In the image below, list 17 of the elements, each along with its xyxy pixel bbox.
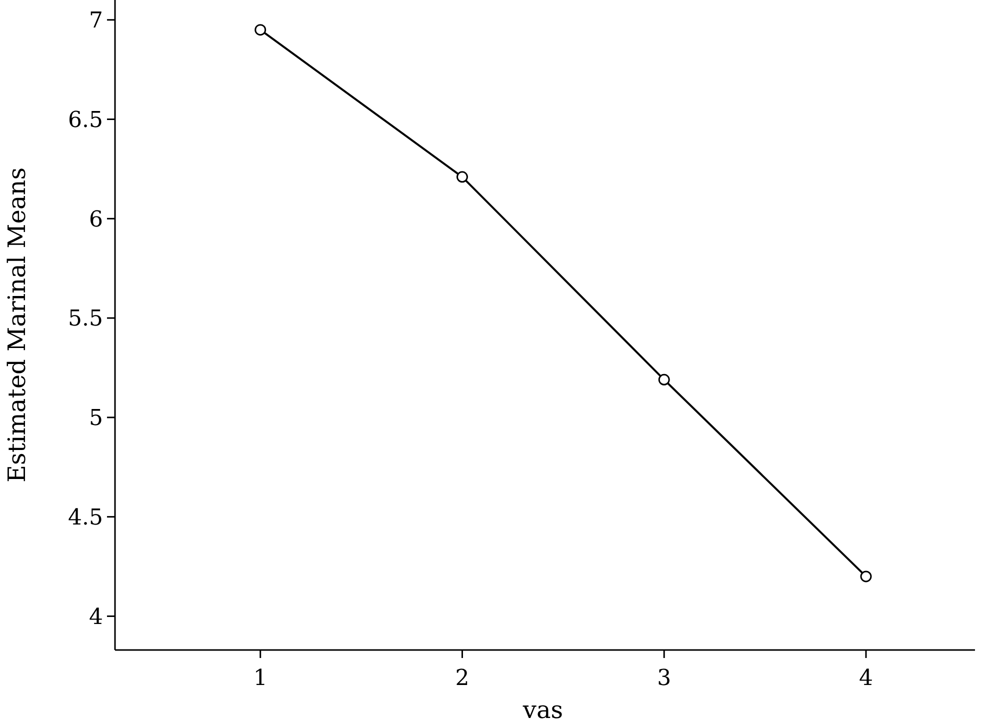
y-tick-label: 6.5: [68, 108, 103, 133]
point: [658, 374, 670, 386]
x-tick-label: 3: [657, 666, 672, 691]
point: [456, 171, 468, 183]
y-tick-label: 5.5: [68, 306, 103, 332]
y-axis-title: Estimated Marinal Means: [3, 167, 31, 483]
y-tick-label: 4.5: [68, 506, 103, 531]
x-tick-label: 2: [455, 666, 470, 691]
point: [254, 24, 266, 36]
y-tick-label: 5: [89, 406, 103, 432]
y-tick-label: 4: [89, 604, 103, 630]
x-axis-title: vas: [522, 696, 564, 724]
x-tick-label: 1: [253, 666, 268, 691]
y-tick-label: 6: [89, 207, 103, 232]
point: [860, 570, 872, 582]
y-tick-label: 7: [89, 8, 103, 34]
x-tick-label: 4: [858, 666, 873, 691]
